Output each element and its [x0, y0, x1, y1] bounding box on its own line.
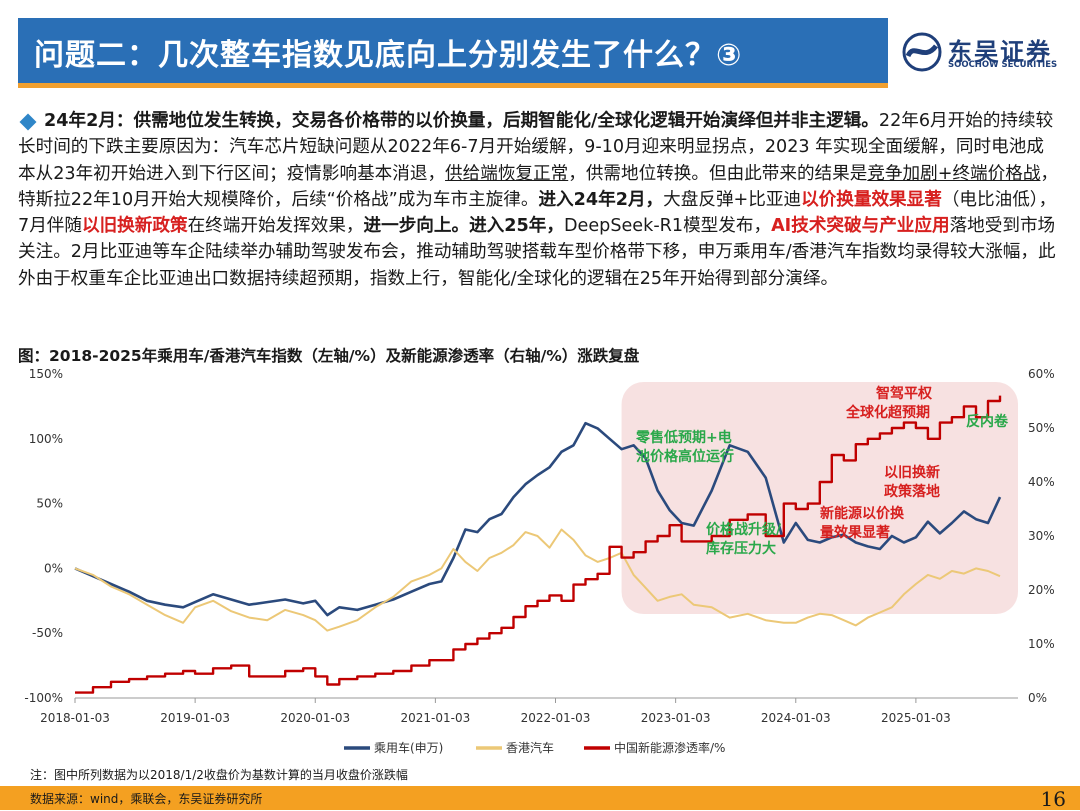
y-left-tick-label: 150% — [29, 367, 63, 381]
line-chart: 150% 100% 50% 0% -50% -100% 60% 50% 40% 30% 20% 10%… — [24, 367, 1055, 755]
annotation-label: 政策落地 — [884, 483, 940, 500]
y-right-tick-label: 0% — [1028, 691, 1047, 705]
footer-bar: 数据来源：wind，乘联会，东吴证券研究所 16 — [0, 786, 1080, 811]
body-paragraph: 24年2月：供需地位发生转换，交易各价格带的以价换量，后期智能化/全球化逻辑开始… — [18, 108, 1060, 292]
legend-label: 中国新能源渗透率/% — [614, 740, 725, 755]
annotation-label: 量效果显著 — [820, 524, 890, 541]
x-tick-label: 2023-01-03 — [641, 711, 711, 725]
annotation-label: 新能源以价换 — [820, 505, 905, 522]
annotation-label: 全球化超预期 — [845, 404, 930, 421]
logo-text-cn: 东吴证券 — [948, 38, 1052, 66]
annotation-label: 价格战升级/ — [706, 521, 782, 538]
series-line-3 — [75, 395, 1002, 694]
y-right-tick-label: 60% — [1028, 367, 1055, 381]
data-source: 数据来源：wind，乘联会，东吴证券研究所 — [30, 792, 263, 806]
y-right-tick-label: 50% — [1028, 421, 1055, 435]
title-bar: 问题二：几次整车指数见底向上分别发生了什么？③ — [18, 18, 888, 88]
body-text-8: 大盘反弹+比亚迪 — [663, 189, 802, 210]
y-right-tick-label: 40% — [1028, 475, 1055, 489]
body-text-4: ，供需地位转换。但由此带来的结果是 — [568, 163, 868, 184]
y-left-tick-label: 50% — [36, 497, 63, 511]
company-logo: 东吴证券 SOOCHOW SECURITIES — [900, 28, 1070, 80]
annotation-label: 零售低预期+电 — [635, 429, 732, 446]
x-tick-label: 2019-01-03 — [160, 711, 230, 725]
body-red-2: 以旧换新政策 — [81, 216, 188, 237]
lead-sentence: 24年2月：供需地位发生转换，交易各价格带的以价换量，后期智能化/全球化逻辑开始… — [44, 111, 879, 131]
annotation-label: 池价格高位运行 — [636, 448, 734, 465]
y-right-tick-label: 30% — [1028, 529, 1055, 543]
body-red-1: 以价换量效果显著 — [801, 189, 942, 210]
body-text-16: 落地受到市场关注。2月比亚迪等车企陆续举办辅助驾驶发布会，推动辅助驾驶搭载车型价… — [18, 216, 1056, 289]
legend-label: 香港汽车 — [506, 740, 554, 755]
series-line-2 — [74, 528, 1001, 632]
body-underline-2: 竞争加剧+终端价格战 — [867, 163, 1041, 184]
page-title: 问题二：几次整车指数见底向上分别发生了什么？③ — [34, 38, 743, 73]
x-tick-label: 2025-01-03 — [881, 711, 951, 725]
figure-title: 图：2018-2025年乘用车/香港汽车指数（左轴/%）及新能源渗透率（右轴/%… — [18, 347, 640, 365]
body-text-14: DeepSeek-R1模型发布， — [563, 216, 772, 237]
annotation-label: 库存压力大 — [706, 540, 776, 557]
body-text-2: 22年6月开始的持续较长时间的下跌主要原因为：汽车芯片短缺问题从2022年6-7… — [18, 111, 1054, 184]
chart-note: 注：图中所列数据为以2018/1/2收盘价为基数计算的当月收盘价涨跌幅 — [30, 768, 408, 782]
logo-mark-icon — [902, 32, 942, 72]
y-left-tick-label: -50% — [32, 626, 63, 640]
body-text-10: （电比油低），7月伴随 — [18, 189, 1057, 237]
x-tick-label: 2020-01-03 — [280, 711, 350, 725]
annotation-label: 智驾平权 — [875, 385, 933, 402]
body-underline-1: 供给端恢复正常 — [445, 163, 569, 184]
y-left-tick-label: 100% — [29, 432, 63, 446]
body-bold-2: 进一步向上。进入25年， — [363, 216, 564, 237]
y-right-tick-label: 10% — [1028, 637, 1055, 651]
page-number: 16 — [1040, 787, 1066, 811]
body-text-12: 在终端开始发挥效果， — [187, 216, 364, 237]
logo-text-en: SOOCHOW SECURITIES — [948, 60, 1058, 70]
x-tick-label: 2022-01-03 — [521, 711, 591, 725]
annotation-label: 以旧换新 — [884, 464, 940, 481]
body-bold-1: 进入24年2月， — [538, 189, 664, 210]
y-right-tick-label: 20% — [1028, 583, 1055, 597]
legend-label: 乘用车(申万) — [374, 740, 443, 755]
y-left-tick-label: 0% — [44, 561, 63, 575]
x-tick-label: 2018-01-03 — [40, 711, 110, 725]
body-text-6: ，特斯拉22年10月开始大规模降价，后续“价格战”成为车市主旋律。 — [18, 163, 1059, 210]
y-left-tick-label: -100% — [24, 691, 63, 705]
x-tick-label: 2024-01-03 — [761, 711, 831, 725]
annotation-label: 反内卷 — [966, 413, 1009, 430]
body-red-3: AI技术突破与产业应用 — [771, 216, 950, 237]
series-line-1 — [74, 421, 1002, 617]
x-tick-label: 2021-01-03 — [401, 711, 471, 725]
